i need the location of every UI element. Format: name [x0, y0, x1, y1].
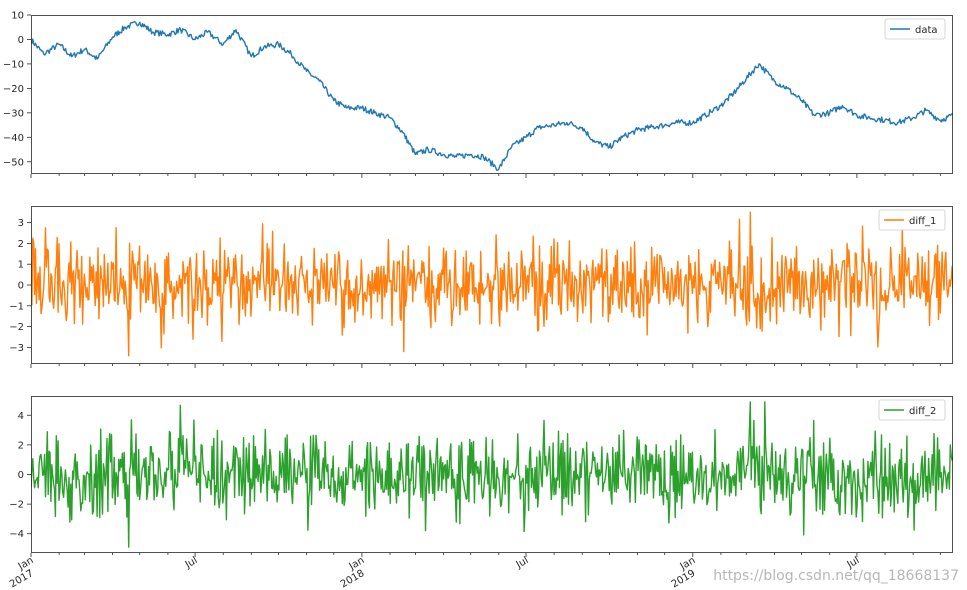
legend-label-diff_1: diff_1	[909, 216, 936, 227]
legend-data: data	[884, 18, 946, 40]
legend-diff_1: diff_1	[878, 209, 946, 231]
y-tick-label: 3	[18, 218, 24, 229]
axes-frame-diff_1	[31, 206, 953, 364]
y-tick-label: −20	[3, 84, 24, 95]
y-tick-label: 0	[18, 35, 24, 46]
panel-data: 10 0 −10 −20 −30 −40 −50 data	[3, 11, 953, 178]
y-tick-label: −3	[9, 343, 24, 354]
series-line-diff_1	[31, 211, 953, 357]
y-tick-label: −2	[9, 322, 24, 333]
y-tick-label: −30	[3, 108, 24, 119]
y-tick-label: −50	[3, 157, 24, 168]
y-tick-label: −1	[9, 301, 24, 312]
series-line-data	[31, 21, 953, 171]
y-tick-label: −10	[3, 59, 24, 70]
y-tick-label: −2	[9, 500, 24, 511]
y-tick-label: 4	[18, 411, 24, 422]
legend-diff_2: diff_2	[878, 399, 946, 421]
y-tick-label: 2	[18, 239, 24, 250]
y-tick-label: 1	[18, 260, 24, 271]
legend-box	[884, 18, 946, 40]
panel-diff_1: 3 2 1 0 −1 −2 −3 diff_1	[9, 206, 953, 368]
legend-box	[878, 399, 946, 421]
axes-frame-data	[31, 15, 953, 174]
series-line-diff_2	[31, 401, 953, 548]
x-tick-label: Jul	[183, 555, 200, 571]
y-tick-label: 0	[18, 281, 24, 292]
y-tick-label: 10	[11, 11, 24, 22]
y-tick-label: 0	[18, 470, 24, 481]
watermark-text: https://blog.csdn.net/qq_18668137	[713, 568, 959, 584]
legend-label-diff_2: diff_2	[909, 406, 936, 417]
y-tick-label: −40	[3, 133, 24, 144]
panel-diff_2: 4 2 0 −2 −4 diff_2	[9, 396, 953, 557]
x-tick-label: Jul	[514, 555, 531, 571]
y-tick-label: −4	[9, 529, 24, 540]
legend-label-data: data	[915, 25, 938, 36]
legend-box	[878, 209, 946, 231]
axes-frame-diff_2	[31, 396, 953, 553]
y-tick-label: 2	[18, 440, 24, 451]
